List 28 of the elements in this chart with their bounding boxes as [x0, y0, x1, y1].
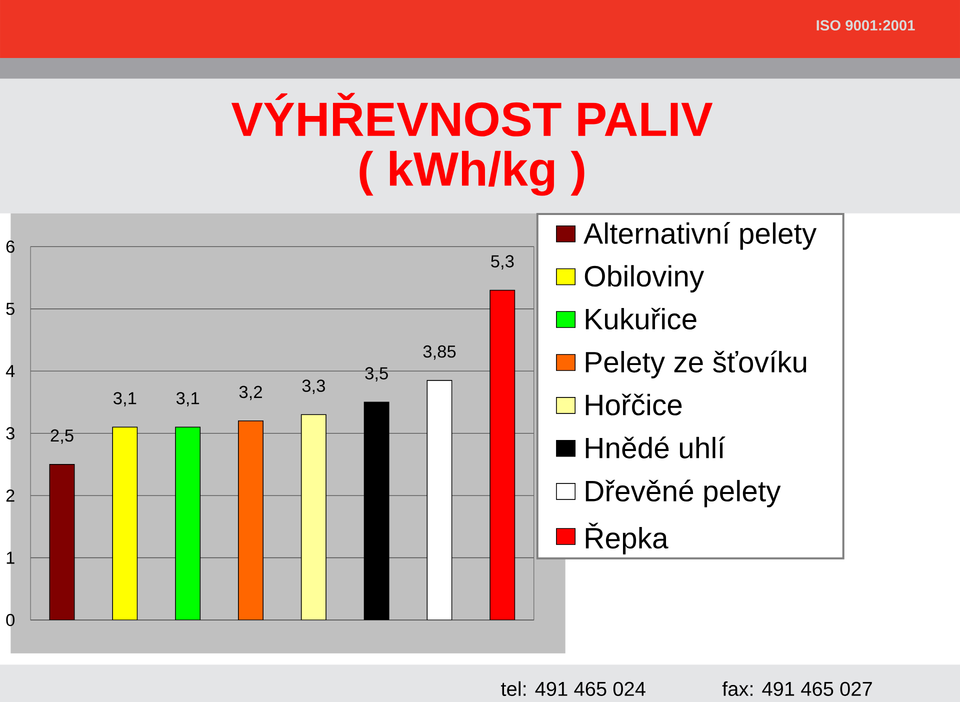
chart-subtitle: ( kWh/kg )	[360, 150, 584, 196]
y-tick-label: 5	[6, 302, 14, 315]
chart-title: VÝHŘEVNOST PALIV	[231, 92, 713, 136]
legend-label: Obiloviny	[584, 265, 704, 292]
data-label: 3,1	[114, 392, 136, 406]
data-label: 3,5	[365, 367, 388, 382]
data-label: 3,2	[239, 386, 262, 400]
data-label: 5,3	[491, 255, 514, 270]
legend-label: Alternativní pelety	[584, 222, 817, 250]
y-tick-label: 0	[6, 614, 15, 626]
data-label: 3,1	[176, 392, 200, 406]
text: ISO 9001:2001	[816, 20, 915, 31]
legend-label: Pelety ze šťovíku	[586, 350, 806, 378]
y-tick-label: 3	[6, 427, 14, 440]
legend-label: Řepka	[586, 522, 668, 554]
legend-label: Kukuřice	[586, 308, 696, 330]
y-tick-label: 4	[6, 365, 15, 378]
legend-label: Hořčice	[586, 394, 682, 416]
legend-label: Dřevěné pelety	[586, 480, 781, 508]
data-label: 3,85	[423, 345, 456, 360]
text: tel: 491 465 024	[501, 681, 646, 696]
y-tick-label: 6	[6, 240, 14, 253]
text: fax: 491 465 027	[722, 681, 872, 696]
y-tick-label: 1	[6, 552, 14, 564]
legend-label: Hnědé uhlí	[586, 436, 726, 458]
y-tick-label: 2	[6, 489, 14, 502]
data-label: 3,3	[302, 380, 325, 394]
data-label: 2,5	[50, 429, 74, 444]
